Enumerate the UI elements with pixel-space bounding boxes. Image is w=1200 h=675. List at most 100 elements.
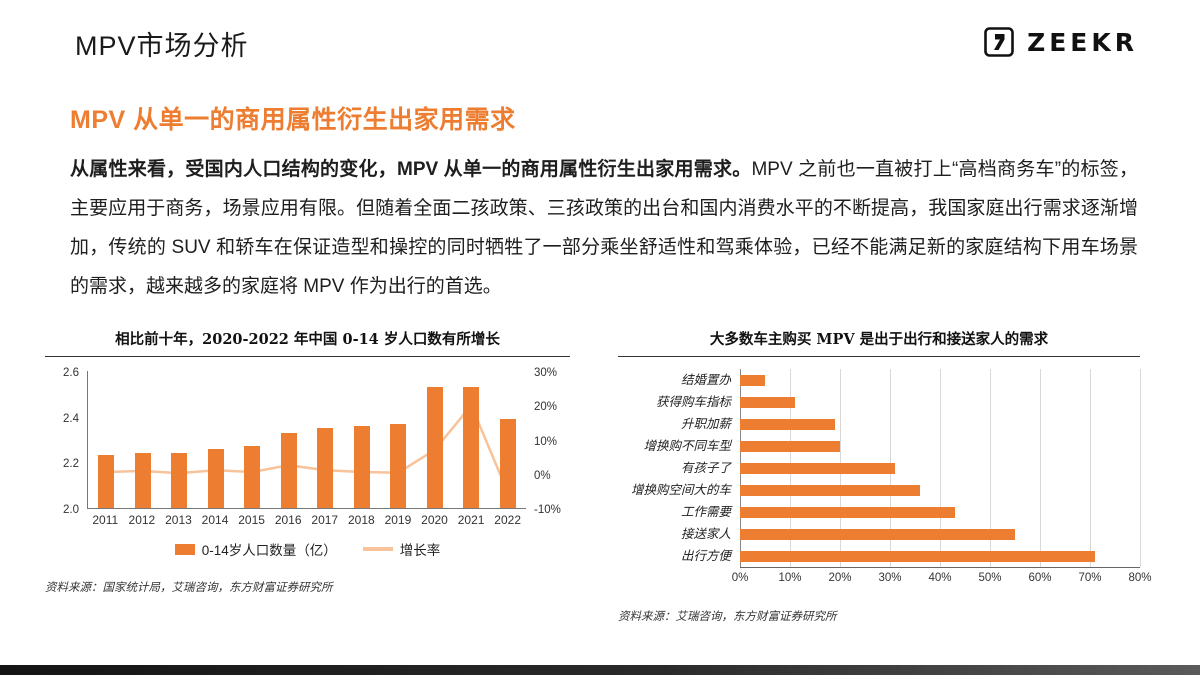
reason-label: 接送家人: [680, 526, 731, 541]
population-bar: [390, 423, 407, 508]
population-chart-source: 资料来源：国家统计局，艾瑞咨询，东方财富证券研究所: [45, 580, 333, 594]
page-title: MPV市场分析: [75, 31, 249, 61]
percent-axis-tick: 60%: [1028, 572, 1052, 584]
population-bar: [171, 453, 188, 508]
year-axis-label: 2012: [128, 513, 156, 527]
population-chart-legend: 0-14岁人口数量（亿） 增长率: [45, 539, 570, 559]
left-axis-tick: 2.4: [63, 412, 79, 425]
year-axis-label: 2021: [457, 513, 485, 527]
body-paragraph: 从属性来看，受国内人口结构的变化，MPV 从单一的商用属性衍生出家用需求。MPV…: [70, 150, 1138, 306]
reason-bar-row: [740, 501, 1140, 523]
year-axis-label: 2019: [384, 513, 412, 527]
reason-bar-row: [740, 435, 1140, 457]
reason-bar-row: [740, 457, 1140, 479]
reason-bar: [740, 374, 765, 386]
zeekr-logo-icon: [984, 27, 1014, 57]
percent-axis-tick: 80%: [1128, 572, 1152, 584]
right-axis-labels: -10% 0% 10% 20% 30%: [526, 367, 570, 516]
population-bar: [244, 446, 261, 508]
year-axis-label: 2014: [201, 513, 229, 527]
gridline: [940, 369, 941, 567]
population-chart: 相比前十年，2020-2022 年中国 0-14 岁人口数有所增长 2.0 2.2…: [45, 328, 570, 595]
reason-bar: [740, 418, 835, 430]
reason-label: 有孩子了: [680, 460, 731, 475]
population-bar: [280, 432, 297, 508]
right-axis-tick: -10%: [534, 504, 561, 516]
percent-axis-spacer: [618, 572, 740, 588]
purchase-reason-chart: 大多数车主购买 MPV 是出于出行和接送家人的需求 结婚置办获得购车指标升职加薪…: [618, 328, 1152, 624]
percent-axis-tick: 10%: [778, 572, 802, 584]
population-bar: [317, 428, 334, 508]
zeekr-logo: ZEEKR: [983, 26, 1138, 58]
paragraph-lead: 从属性来看，受国内人口结构的变化，MPV 从单一的商用属性衍生出家用需求。: [70, 159, 752, 180]
gridline: [1040, 369, 1041, 567]
reason-label: 获得购车指标: [655, 394, 731, 409]
reason-bar-row: [740, 545, 1140, 567]
population-bar: [426, 386, 443, 508]
reason-label: 增换购不同车型: [643, 438, 731, 453]
right-axis-tick: 0%: [534, 469, 551, 482]
left-axis-tick: 2.0: [63, 504, 79, 516]
left-axis-tick: 2.2: [63, 458, 79, 471]
reason-label: 结婚置办: [680, 372, 731, 387]
reason-label: 升职加薪: [680, 416, 731, 431]
reason-labels: 结婚置办获得购车指标升职加薪增换购不同车型有孩子了增换购空间大的车工作需要接送家…: [618, 369, 740, 568]
left-axis-labels: 2.0 2.2 2.4 2.6: [45, 367, 87, 516]
reason-bar: [740, 462, 895, 474]
slide-heading: MPV 从单一的商用属性衍生出家用需求: [70, 106, 516, 134]
reason-bar-row: [740, 391, 1140, 413]
line-swatch-icon: [362, 547, 393, 551]
right-axis-tick: 30%: [534, 367, 558, 379]
percent-axis-tick: 70%: [1078, 572, 1102, 584]
growth-rate-line: [106, 402, 509, 494]
year-axis-label: 2016: [274, 513, 302, 527]
bottom-accent-bar: [0, 665, 1200, 675]
year-axis-label: 2015: [238, 513, 265, 527]
right-axis-tick: 10%: [534, 435, 558, 448]
purchase-reason-plot-wrap: 结婚置办获得购车指标升职加薪增换购不同车型有孩子了增换购空间大的车工作需要接送家…: [618, 369, 1141, 568]
percent-axis-tick: 20%: [828, 572, 852, 584]
reason-bar-row: [740, 523, 1140, 545]
left-axis-tick: 2.6: [63, 367, 79, 379]
percent-axis-wrap: 0% 10% 20% 30% 40% 50% 60% 70% 80%: [618, 572, 1152, 588]
population-chart-title: 相比前十年，2020-2022 年中国 0-14 岁人口数有所增长: [45, 328, 570, 357]
year-axis-label: 2017: [311, 513, 339, 527]
reason-bar-row: [740, 479, 1140, 501]
percent-axis-labels: 0% 10% 20% 30% 40% 50% 60% 70% 80%: [732, 572, 1152, 588]
population-bar: [207, 448, 224, 508]
year-axis-label: 2018: [347, 513, 375, 527]
zeekr-logo-text: ZEEKR: [1027, 27, 1138, 57]
reason-label: 工作需要: [680, 504, 731, 519]
reason-bar: [740, 550, 1095, 562]
percent-axis-tick: 50%: [978, 572, 1002, 584]
population-bar: [98, 455, 115, 508]
population-plot-wrap: 2.0 2.2 2.4 2.6 -10% 0% 10% 20% 30%: [45, 367, 570, 516]
population-plot-area: [87, 371, 526, 509]
percent-axis-tick: 40%: [928, 572, 952, 584]
percent-axis-tick: 30%: [878, 572, 902, 584]
gridline: [1140, 369, 1141, 567]
reason-bar: [740, 506, 955, 518]
legend-label-population: 0-14岁人口数量（亿）: [201, 543, 337, 558]
legend-item-population: 0-14岁人口数量（亿）: [174, 539, 337, 559]
population-bar: [134, 453, 151, 508]
paragraph-rest: MPV 之前也一直被打上“高档商务车”的标签，主要应用于商务，场景应用有限。但随…: [70, 159, 1138, 297]
year-axis-label: 2011: [92, 513, 119, 527]
bar-swatch-icon: [174, 543, 195, 555]
gridline: [990, 369, 991, 567]
purchase-reason-chart-title: 大多数车主购买 MPV 是出于出行和接送家人的需求: [618, 328, 1140, 357]
year-axis-labels: 2011 2012 2013 2014 2015 2016 2017 2018 2019 2020…: [87, 513, 526, 527]
reason-bar: [740, 396, 795, 408]
population-bar: [463, 386, 480, 508]
year-axis-label: 2022: [494, 513, 521, 527]
purchase-reason-chart-source: 资料来源：艾瑞咨询，东方财富证券研究所: [618, 609, 837, 623]
reason-label: 增换购空间大的车: [630, 482, 731, 497]
right-axis-tick: 20%: [534, 401, 558, 414]
legend-label-growth: 增长率: [399, 543, 441, 558]
gridline: [1090, 369, 1091, 567]
reason-label: 出行方便: [680, 548, 731, 563]
purchase-reason-plot-area: [740, 369, 1141, 568]
percent-axis-tick: 0%: [731, 572, 749, 584]
reason-bar: [740, 484, 920, 496]
